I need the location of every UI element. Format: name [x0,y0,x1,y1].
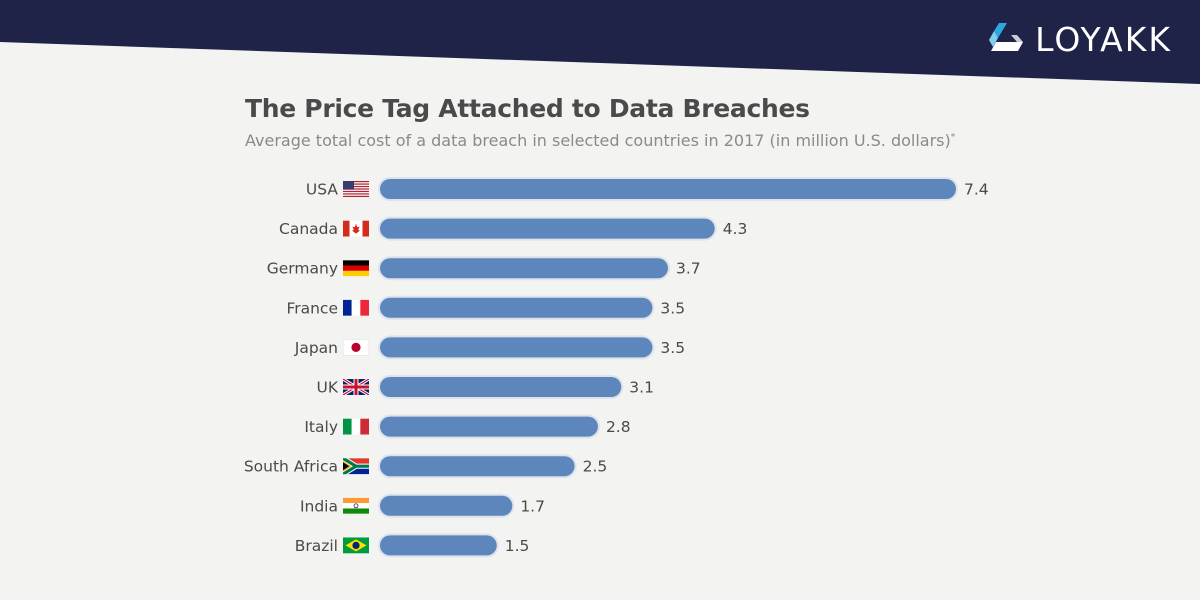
loyakk-logo-icon [989,23,1024,51]
canada-flag-icon [343,220,369,237]
category-label: Brazil [295,537,338,555]
japan-flag-icon [343,339,369,356]
category-label: UK [316,379,338,397]
bar [380,495,513,516]
chart-subtitle: Average total cost of a data breach in s… [245,131,955,150]
brazil-flag-icon [343,537,369,554]
category-label: India [300,497,338,515]
category-label: Germany [267,260,338,278]
bar [380,416,598,437]
category-label: Japan [294,339,338,357]
germany-flag-icon [343,260,369,277]
south-africa-flag-icon [343,458,369,475]
uk-flag-icon [343,379,369,395]
value-label: 7.4 [964,181,989,199]
category-label: South Africa [244,458,338,476]
value-label: 1.5 [505,537,530,555]
header-banner [0,0,1200,84]
subtitle-footnote-mark: * [950,132,956,143]
category-label: USA [306,181,338,199]
category-label: Italy [304,418,338,436]
bar [380,179,956,199]
category-label: France [286,299,338,317]
chart-subtitle-text: Average total cost of a data breach in s… [245,131,951,150]
value-label: 3.7 [676,260,701,278]
value-label: 3.1 [629,379,654,397]
bar [380,535,497,556]
value-label: 1.7 [520,497,545,515]
brand-logo[interactable]: LOYAKK [989,14,1172,64]
brand-name: LOYAKK [1035,19,1172,59]
bar [380,218,715,239]
category-label: Canada [279,220,338,238]
bar [380,297,653,318]
usa-flag-icon [343,181,369,197]
bar [380,377,622,397]
chart-title: The Price Tag Attached to Data Breaches [245,94,810,123]
value-label: 3.5 [660,299,685,317]
value-label: 4.3 [723,220,748,238]
france-flag-icon [343,299,369,316]
value-label: 2.8 [606,418,631,436]
value-label: 3.5 [660,339,685,357]
bar [380,456,575,477]
bar [380,258,668,279]
bar [380,337,653,358]
value-label: 2.5 [583,458,608,476]
india-flag-icon [343,497,369,514]
italy-flag-icon [343,418,369,435]
